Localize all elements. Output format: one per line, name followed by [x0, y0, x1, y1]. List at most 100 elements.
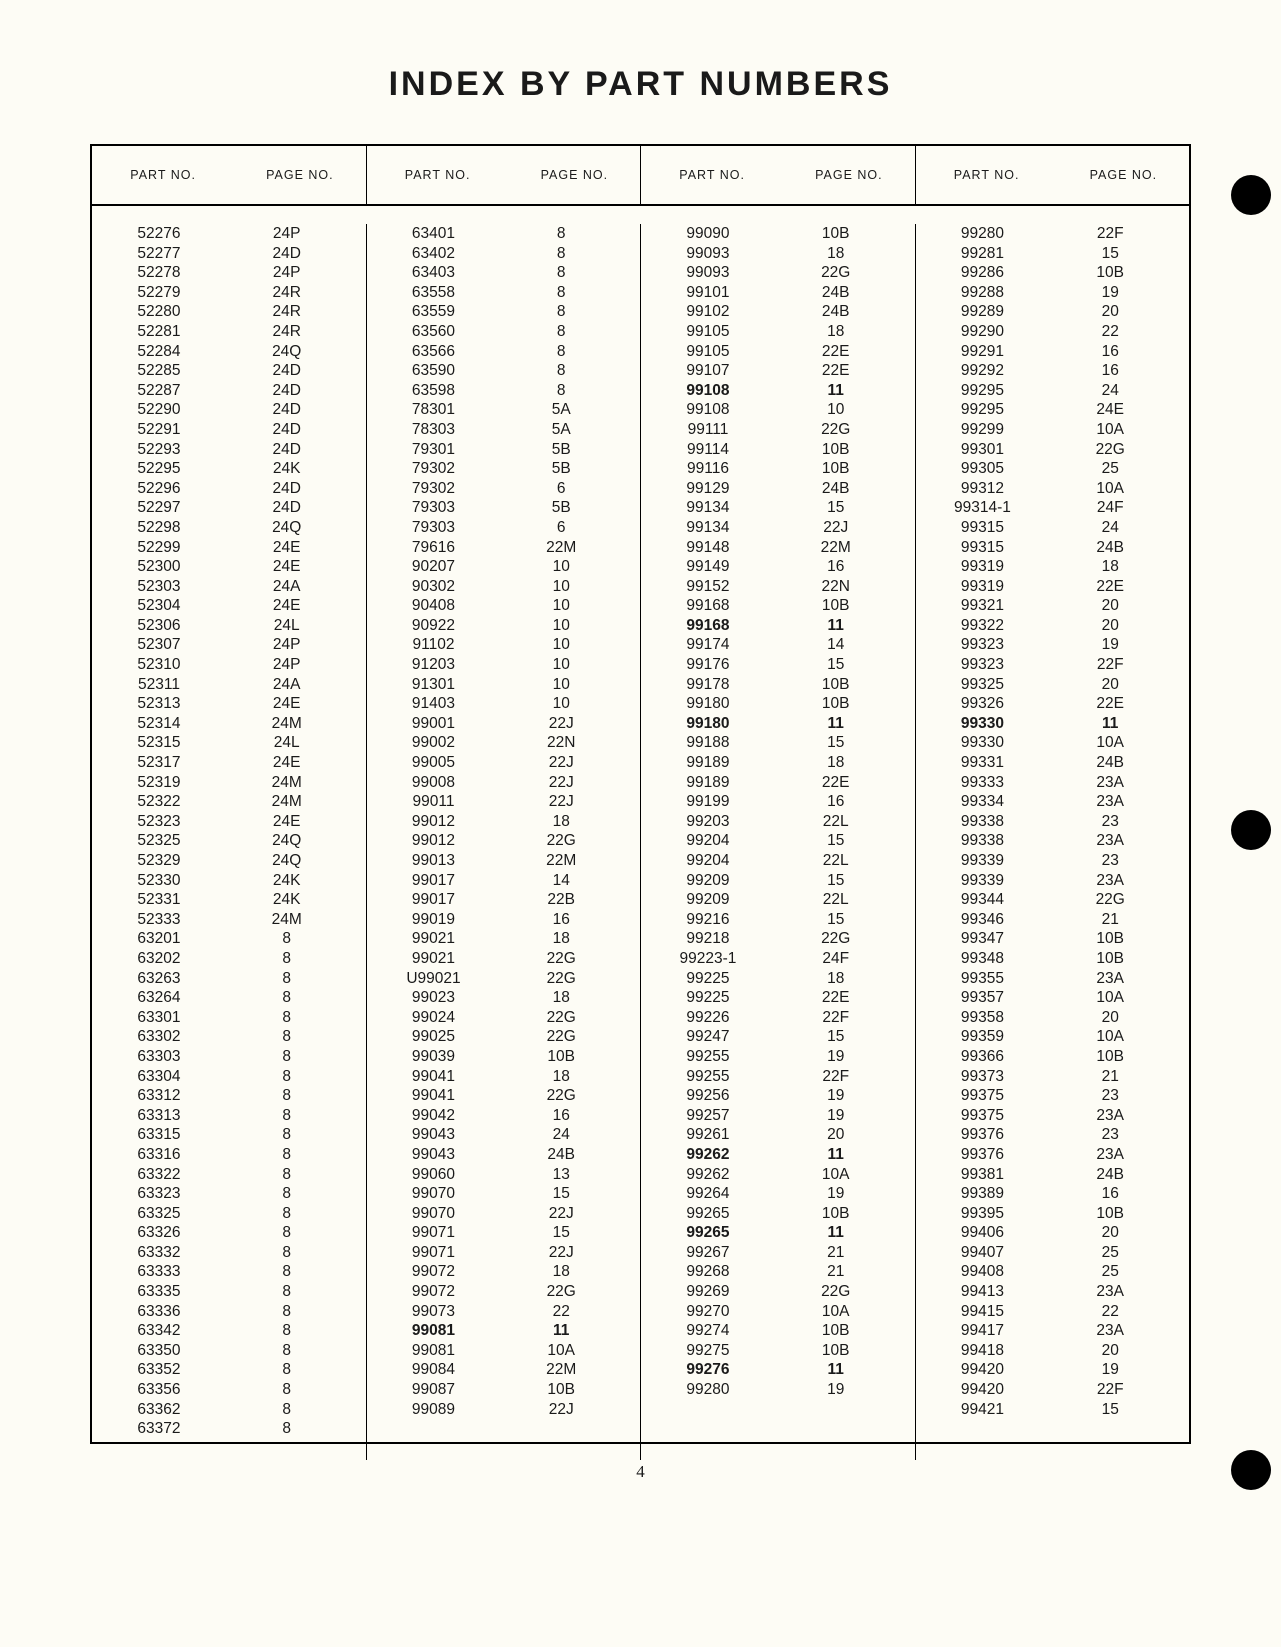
page-ref: 23 [1057, 812, 1183, 832]
page-ref: 8 [234, 1047, 360, 1067]
part-number: U99021 [373, 969, 509, 989]
table-row: 9918922E [647, 773, 909, 793]
part-number: 99087 [373, 1380, 509, 1400]
page-ref: 8 [234, 929, 360, 949]
part-number: 52317 [98, 753, 234, 773]
table-row: 9910224B [647, 302, 909, 322]
page-ref: 20 [1057, 1008, 1183, 1028]
header-group: PART NO. PAGE NO. [366, 146, 641, 204]
part-number: 99406 [922, 1223, 1058, 1243]
page-ref: 24P [234, 263, 360, 283]
table-row: 9926419 [647, 1184, 909, 1204]
table-row: 9902422G [373, 1008, 635, 1028]
page-ref: 16 [1057, 1184, 1183, 1204]
table-row: 9938124B [922, 1165, 1184, 1185]
page-ref: 10B [1057, 949, 1183, 969]
part-number: 99264 [647, 1184, 783, 1204]
part-number: 99280 [647, 1380, 783, 1400]
page-ref: 8 [234, 1282, 360, 1302]
page-ref: 10B [783, 596, 909, 616]
table-row: 5229624D [98, 479, 360, 499]
part-number: 99321 [922, 596, 1058, 616]
page-ref: 19 [1057, 283, 1183, 303]
part-number: 99129 [647, 479, 783, 499]
table-row: 9910522E [647, 342, 909, 362]
part-number: 99421 [922, 1400, 1058, 1420]
page-ref: 8 [508, 263, 634, 283]
page-ref: 21 [783, 1262, 909, 1282]
table-row: 635608 [373, 322, 635, 342]
part-number: 52297 [98, 498, 234, 518]
page-ref: 22E [1057, 577, 1183, 597]
table-row: 9906013 [373, 1165, 635, 1185]
table-row: 9942022F [922, 1380, 1184, 1400]
page-ref: 24D [234, 244, 360, 264]
page-ref: 23A [1057, 773, 1183, 793]
table-row: 5231724E [98, 753, 360, 773]
page-ref: 24M [234, 910, 360, 930]
page-ref: 8 [234, 1321, 360, 1341]
page-ref: 10B [1057, 1204, 1183, 1224]
table-row: 9910810 [647, 400, 909, 420]
table-row: 633228 [98, 1165, 360, 1185]
page-ref: 10 [508, 616, 634, 636]
page-ref: 16 [1057, 342, 1183, 362]
part-number: 99204 [647, 851, 783, 871]
hole-punch-icon [1231, 810, 1271, 850]
page-ref: 10B [783, 694, 909, 714]
table-row: 9942115 [922, 1400, 1184, 1420]
table-row: 9933923 [922, 851, 1184, 871]
part-number: 99347 [922, 929, 1058, 949]
part-number: 99218 [647, 929, 783, 949]
table-column: 9909010B99093189909322G9910124B9910224B9… [640, 224, 915, 1460]
part-number: 99081 [373, 1321, 509, 1341]
part-number: 99255 [647, 1047, 783, 1067]
table-row: 5231024P [98, 655, 360, 675]
table-row: 9918815 [647, 733, 909, 753]
table-row: 5230624L [98, 616, 360, 636]
page-ref: 22J [508, 1400, 634, 1420]
part-number: 52307 [98, 635, 234, 655]
table-row: 9928819 [922, 283, 1184, 303]
page-ref: 10B [783, 440, 909, 460]
part-number: 99108 [647, 400, 783, 420]
table-row: 5233124K [98, 890, 360, 910]
table-row: 9927410B [647, 1321, 909, 1341]
part-number: 99223-1 [647, 949, 783, 969]
page-ref: 22F [783, 1008, 909, 1028]
part-number: 99019 [373, 910, 509, 930]
page-ref: 24B [1057, 753, 1183, 773]
table-row: 9920915 [647, 871, 909, 891]
table-row: 5232224M [98, 792, 360, 812]
table-row: 9926511 [647, 1223, 909, 1243]
page-ref: 8 [508, 381, 634, 401]
table-row: 5231524L [98, 733, 360, 753]
table-row: 633138 [98, 1106, 360, 1126]
table-row: 783015A [373, 400, 635, 420]
page-ref: 22J [508, 714, 634, 734]
table-row: 9908922J [373, 1400, 635, 1420]
table-row: 635588 [373, 283, 635, 303]
table-row: 635598 [373, 302, 635, 322]
page-ref: 24A [234, 577, 360, 597]
page-ref: 16 [508, 910, 634, 930]
page-ref: 23 [1057, 1125, 1183, 1145]
page-ref: 23A [1057, 831, 1183, 851]
part-number: 99323 [922, 655, 1058, 675]
table-row: 9937321 [922, 1067, 1184, 1087]
page-ref: 23A [1057, 1282, 1183, 1302]
page-ref: 24D [234, 361, 360, 381]
page-ref: 8 [234, 1400, 360, 1420]
table-row: 9937523A [922, 1106, 1184, 1126]
table-row: 5228024R [98, 302, 360, 322]
page-ref: 8 [508, 224, 634, 244]
page-ref: 22N [508, 733, 634, 753]
table-row: 633428 [98, 1321, 360, 1341]
page-ref: 8 [234, 1145, 360, 1165]
page-ref: 11 [783, 1223, 909, 1243]
part-number: 99418 [922, 1341, 1058, 1361]
table-row: 9920415 [647, 831, 909, 851]
page-ref: 23A [1057, 969, 1183, 989]
table-row: 9901222G [373, 831, 635, 851]
page-ref: 22E [783, 988, 909, 1008]
